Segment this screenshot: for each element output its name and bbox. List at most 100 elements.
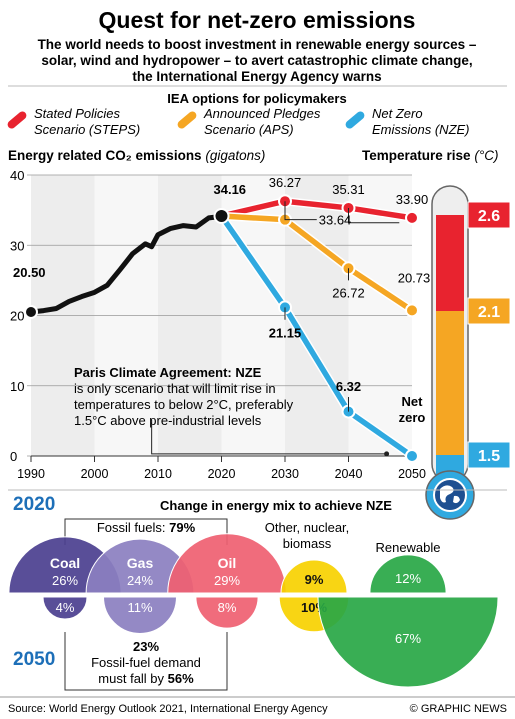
fossil-2050-value: 23% [133,639,159,654]
data-label-aps-2030: 33.64 [319,213,352,228]
subtitle-line-1: The world needs to boost investment in r… [38,37,477,52]
legend-steps-line2: Scenario (STEPS) [34,122,140,137]
x-tick-label: 2030 [271,467,299,481]
x-tick-label: 2010 [144,467,172,481]
data-label-1990: 20.50 [13,265,46,280]
thermometer-level-label: 1.5 [478,448,500,465]
legend-item-aps: Announced Pledges Scenario (APS) [177,106,321,137]
y-tick-label: 10 [10,379,24,394]
year-2020-label: 2020 [13,494,55,515]
leader-line [348,207,400,224]
page-title: Quest for net-zero emissions [99,7,416,33]
mix-2050-value: 4% [56,600,75,615]
steps-line [220,198,413,221]
mix-2050-value: 67% [395,631,421,646]
mix-2020-oil [167,533,287,594]
leader-line [284,201,317,221]
source-note: Source: World Energy Outlook 2021, Inter… [8,703,328,715]
subtitle-line-3: the International Energy Agency warns [132,69,381,84]
legend-item-nze: Net Zero Emissions (NZE) [345,106,470,137]
demand-line-2: must fall by 56% [98,671,194,686]
mix-2020-other [280,559,348,594]
data-label-steps-2050: 33.90 [396,192,429,207]
y-tick-label: 30 [10,238,24,253]
thermometer-level-label: 2.6 [478,208,500,225]
mix-2050-renewable [317,596,499,688]
thermometer: 2.6 2.1 1.5 [425,185,511,520]
legend-nze-line1: Net Zero [372,106,423,121]
other-label: Other, nuclear, [265,520,350,535]
thermometer-level-tag [467,201,511,229]
leader-dot [384,451,390,457]
data-label-nze-2030: 21.15 [269,326,302,341]
other-label-2: biomass [283,536,332,551]
demand-text: must fall by [98,671,167,686]
globe-icon [433,478,467,512]
legend-swatch-aps [177,111,197,129]
annotation-line: temperatures to below 2°C, preferably [74,397,294,412]
legend-item-steps: Stated Policies Scenario (STEPS) [7,106,140,137]
renewable-label: Renewable [375,540,440,555]
legend-aps-line2: Scenario (APS) [204,122,294,137]
fossil-label: Fossil fuels: 79% [97,520,196,535]
year-2050-label: 2050 [13,649,55,670]
data-label-steps-2030: 36.27 [269,175,302,190]
legend-steps-line1: Stated Policies [34,106,120,121]
nze-line-point [405,449,419,463]
legend-aps-line1: Announced Pledges [203,106,321,121]
credit: © GRAPHIC NEWS [410,703,507,715]
data-label-2020: 34.16 [214,182,247,197]
data-label-nze-2040: 6.32 [336,379,361,394]
legend: Stated Policies Scenario (STEPS) Announc… [7,106,470,137]
mix-2020-value: 24% [127,573,153,588]
fossil-label-text: Fossil fuels: [97,520,169,535]
x-tick-label: 2020 [208,467,236,481]
y-tick-label: 40 [10,168,24,183]
thermometer-level-label: 2.1 [478,304,500,321]
mix-2050-value: 11% [127,600,152,615]
mix-2050-gas [103,596,177,634]
data-label-aps-2040: 26.72 [332,285,365,300]
mix-2020-value: 12% [395,571,421,586]
mix-2020-name: Coal [50,555,80,571]
mix-2050-oil [195,596,259,629]
energy-mix-chart: Fossil fuels: 79% Other, nuclear,biomass R… [8,518,507,691]
annotation-line: 1.5°C above pre-industrial levels [74,413,262,428]
mix-2020-name: Oil [218,555,237,571]
chart-title: Energy related CO₂ emissions (gigatons) [8,148,265,163]
data-label-net-zero: Net [402,394,424,409]
mix-2050-value: 8% [218,600,237,615]
demand-value: 56% [168,671,194,686]
thermometer-level-tag [467,441,511,469]
fossil-bracket [64,518,228,545]
fossil-2050-bracket [64,632,228,691]
mix-2020-value: 26% [52,573,78,588]
mix-2050-coal [42,596,88,620]
y-tick-label: 20 [10,309,24,324]
thermometer-title: Temperature rise (°C) [362,148,498,163]
x-tick-label: 2040 [335,467,363,481]
legend-nze-line2: Emissions (NZE) [372,122,470,137]
peak-point [213,208,230,225]
aps-line-point [405,303,419,318]
thermometer-level [436,215,464,311]
legend-swatch-nze [345,111,365,129]
historical-emissions-line [28,213,224,315]
subtitle-line-2: solar, wind and hydropower – to avert ca… [41,53,472,68]
nze-line [219,214,414,459]
energy-mix-title: Change in energy mix to achieve NZE [160,498,392,513]
x-tick-label: 1990 [17,467,45,481]
mix-2020-name: Gas [127,555,154,571]
legend-title: IEA options for policymakers [167,91,346,106]
mix-2020-renewable [369,554,447,594]
leader-line [151,419,387,455]
fossil-value: 79% [169,520,195,535]
mix-2020-value: 9% [305,572,324,587]
x-tick-label: 2050 [398,467,426,481]
data-label-aps-2050: 20.73 [398,270,431,285]
start-point [24,304,38,319]
x-tick-label: 2000 [81,467,109,481]
data-label-net-zero: zero [399,410,426,425]
